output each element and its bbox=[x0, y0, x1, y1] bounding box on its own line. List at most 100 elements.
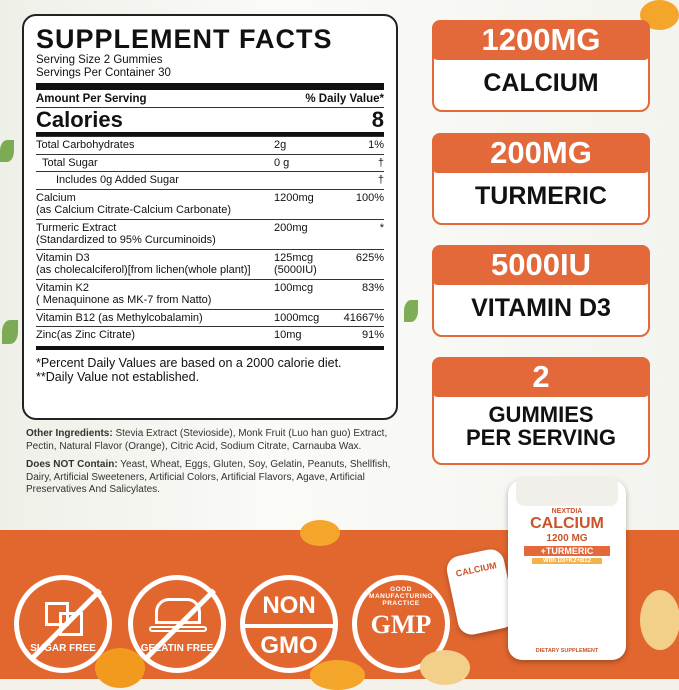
amount-header-row: Amount Per Serving % Daily Value* bbox=[36, 92, 384, 107]
card-value: 5000IU bbox=[432, 245, 650, 285]
nutrient-name: Total Sugar bbox=[42, 156, 98, 169]
bottle-plus: +TURMERIC bbox=[524, 546, 610, 556]
bottle-footer: DIETARY SUPPLEMENT bbox=[535, 648, 599, 654]
nutrient-amount: 10mg bbox=[274, 329, 302, 341]
nutrient-name: Vitamin D3 bbox=[36, 251, 90, 264]
jelly-plate-icon bbox=[149, 626, 207, 632]
nutrient-row: Vitamin K2( Menaquinone as MK-7 from Nat… bbox=[36, 278, 384, 309]
servings-per-container: Servings Per Container 30 bbox=[36, 67, 171, 79]
nutrient-amount: 125mcg bbox=[274, 251, 314, 264]
nutrient-row: Vitamin D3 (as cholecalciferol)[from lich… bbox=[36, 248, 384, 279]
other-ingredients-label: Other Ingredients: bbox=[26, 428, 113, 439]
bottle-with: With D3+K2+B12 bbox=[532, 558, 602, 564]
gelatin-free-badge: GELATIN FREE bbox=[128, 575, 226, 673]
nutrient-amount: 100mcg bbox=[274, 281, 314, 294]
supplement-facts-panel: SUPPLEMENT FACTS Serving Size 2 Gummies … bbox=[22, 14, 398, 420]
gmo-text: GMO bbox=[260, 632, 318, 659]
ginger-decoration bbox=[420, 650, 470, 685]
orange-slice bbox=[310, 660, 365, 690]
dv-header: % Daily Value* bbox=[305, 93, 384, 105]
nutrient-row: Zinc(as Zinc Citrate) 10mg 91% bbox=[36, 326, 384, 344]
nutrient-row: Total Sugar 0 g † bbox=[36, 153, 384, 172]
nutrient-name: Turmeric Extract bbox=[36, 221, 117, 234]
leaf-decoration bbox=[0, 140, 14, 162]
nutrient-amount: 2g bbox=[274, 139, 287, 151]
orange-slice bbox=[300, 520, 340, 546]
facts-title: SUPPLEMENT FACTS bbox=[36, 24, 333, 54]
sugar-free-badge: SUGAR FREE bbox=[14, 575, 112, 673]
nutrient-source: (as cholecalciferol)[from lichen(whole p… bbox=[36, 264, 251, 276]
nutrient-dv: 91% bbox=[361, 329, 384, 341]
card-value: 200MG bbox=[432, 133, 650, 173]
nutrient-row: Vitamin B12 (as Methylcobalamin) 1000mcg… bbox=[36, 308, 384, 327]
badge-label: GELATIN FREE bbox=[140, 643, 214, 654]
nutrient-source: (as Calcium Citrate-Calcium Carbonate) bbox=[36, 204, 232, 216]
serving-size: Serving Size 2 Gummies bbox=[36, 54, 163, 66]
footnote-2: **Daily Value not established. bbox=[36, 369, 200, 384]
nutrient-amount-alt: (5000IU) bbox=[274, 264, 317, 276]
non-gmo-badge: NON GMO bbox=[240, 575, 338, 673]
bottle-dose: 1200 MG bbox=[546, 533, 588, 544]
nutrient-amount: 1200mg bbox=[274, 191, 314, 204]
nutrient-dv: 1% bbox=[368, 139, 384, 151]
nutrient-row: Turmeric Extract (Standardized to 95% Cur… bbox=[36, 218, 384, 249]
nutrient-row: Includes 0g Added Sugar † bbox=[36, 171, 384, 189]
gmp-ring-text: GOOD MANUFACTURING PRACTICE bbox=[369, 586, 433, 607]
nutrient-name: Calcium bbox=[36, 191, 76, 204]
nutrient-dv: * bbox=[379, 221, 384, 234]
nutrient-dv: 100% bbox=[355, 191, 384, 204]
card-label: VITAMIN D3 bbox=[471, 294, 611, 322]
nutrient-name: Zinc(as Zinc Citrate) bbox=[36, 329, 136, 341]
card-turmeric: 200MG TURMERIC bbox=[432, 133, 650, 225]
card-label: GUMMIES PER SERVING bbox=[466, 402, 616, 450]
nutrient-name: Total Carbohydrates bbox=[36, 139, 135, 151]
nutrient-row: Total Carbohydrates 2g 1% bbox=[36, 136, 384, 154]
nutrient-amount: 0 g bbox=[274, 156, 290, 169]
card-label: CALCIUM bbox=[483, 69, 599, 97]
card-value: 2 bbox=[432, 357, 650, 397]
bottle-name: CALCIUM bbox=[454, 560, 498, 579]
calories-row: Calories 8 bbox=[36, 107, 384, 132]
gmp-text: GMP bbox=[370, 610, 432, 639]
amount-header: Amount Per Serving bbox=[36, 93, 147, 105]
footnote-1: *Percent Daily Values are based on a 200… bbox=[36, 355, 342, 370]
nutrient-name: Vitamin K2 bbox=[36, 281, 89, 294]
product-bottle: NEXTDIA CALCIUM 1200 MG +TURMERIC With D… bbox=[508, 476, 626, 660]
does-not-contain-label: Does NOT Contain: bbox=[26, 459, 118, 470]
other-ingredients: Other Ingredients: Stevia Extract (Stevi… bbox=[26, 428, 396, 453]
nutrient-source: (Standardized to 95% Curcuminoids) bbox=[36, 234, 216, 246]
nutrient-dv: 41667% bbox=[343, 311, 384, 324]
calories-value: 8 bbox=[371, 107, 384, 132]
card-calcium: 1200MG CALCIUM bbox=[432, 20, 650, 112]
nutrient-dv: † bbox=[377, 174, 384, 186]
other-ingredients-text: Stevia Extract (Stevioside), Monk Fruit … bbox=[26, 428, 388, 452]
bottle-brand: NEXTDIA bbox=[551, 508, 583, 515]
does-not-contain: Does NOT Contain: Yeast, Wheat, Eggs, Gl… bbox=[26, 459, 396, 497]
ingredients: Other Ingredients: Stevia Extract (Stevi… bbox=[26, 428, 396, 503]
card-vitamin-d3: 5000IU VITAMIN D3 bbox=[432, 245, 650, 337]
nutrient-dv: 83% bbox=[361, 281, 384, 294]
bottle-name: CALCIUM bbox=[530, 515, 604, 532]
nutrient-source: ( Menaquinone as MK-7 from Natto) bbox=[36, 294, 212, 306]
bottle-cap bbox=[516, 476, 618, 506]
leaf-decoration bbox=[2, 320, 18, 344]
card-label: TURMERIC bbox=[475, 182, 607, 210]
nutrient-amount: 1000mcg bbox=[274, 311, 320, 324]
leaf-decoration bbox=[404, 300, 418, 322]
footnotes: *Percent Daily Values are based on a 200… bbox=[36, 345, 384, 384]
non-text: NON bbox=[262, 592, 316, 619]
nutrient-amount: 200mg bbox=[274, 221, 308, 234]
calories-label: Calories bbox=[36, 107, 123, 132]
badge-label: SUGAR FREE bbox=[30, 643, 96, 654]
jelly-icon bbox=[155, 598, 201, 624]
nutrient-dv: † bbox=[377, 156, 384, 169]
nutrient-dv: 625% bbox=[355, 251, 384, 264]
nutrient-row: Calcium (as Calcium Citrate-Calcium Carbo… bbox=[36, 188, 384, 219]
does-not-contain-text: Yeast, Wheat, Eggs, Gluten, Soy, Gelatin… bbox=[26, 459, 391, 495]
ginger-decoration bbox=[640, 590, 679, 650]
card-value: 1200MG bbox=[432, 20, 650, 60]
gmp-badge: GOOD MANUFACTURING PRACTICE GMP bbox=[352, 575, 450, 673]
nutrient-name: Includes 0g Added Sugar bbox=[56, 174, 179, 186]
nutrient-name: Vitamin B12 (as Methylcobalamin) bbox=[36, 311, 203, 324]
card-gummies: 2 GUMMIES PER SERVING bbox=[432, 357, 650, 465]
